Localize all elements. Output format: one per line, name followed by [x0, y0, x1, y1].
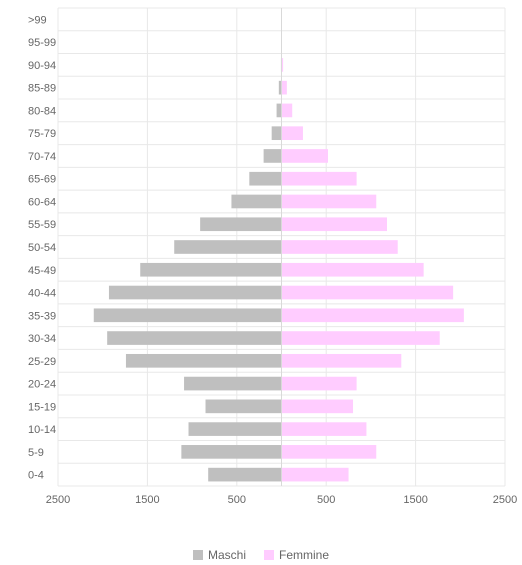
bar-femmine-0-4 — [281, 467, 349, 482]
y-tick-label: 20-24 — [28, 379, 56, 391]
bar-femmine-40-44 — [281, 285, 454, 300]
bar-maschi-15-19 — [205, 399, 282, 414]
bar-femmine-30-34 — [281, 331, 440, 345]
bar-maschi-60-64 — [231, 194, 282, 209]
bar-maschi-55-59 — [200, 217, 282, 232]
bar-maschi-50-54 — [174, 240, 282, 254]
y-tick-label: 80-84 — [28, 105, 56, 117]
x-tick-label: 1500 — [135, 494, 159, 506]
y-tick-label: 95-99 — [28, 37, 56, 49]
bar-maschi-20-24 — [184, 376, 282, 391]
bar-maschi-85-89 — [278, 80, 282, 95]
bar-femmine-35-39 — [281, 308, 464, 323]
y-tick-label: 70-74 — [28, 151, 56, 163]
y-tick-label: 15-19 — [28, 401, 56, 413]
y-tick-label: 35-39 — [28, 310, 56, 322]
bar-maschi-0-4 — [208, 467, 282, 482]
bar-femmine-55-59 — [281, 217, 387, 232]
y-tick-label: 30-34 — [28, 333, 56, 345]
y-tick-label: >99 — [28, 14, 47, 26]
bar-femmine-90-94 — [281, 58, 284, 72]
y-tick-label: 50-54 — [28, 242, 56, 254]
bar-femmine-15-19 — [281, 399, 354, 414]
chart-svg: 0-4 5-9 10-14 15-19 20-24 25-29 30-34 35-39 40-4… — [28, 7, 517, 506]
bar-femmine-50-54 — [281, 240, 398, 254]
bar-maschi-40-44 — [108, 285, 282, 300]
legend-item-femmine: Femmine — [264, 548, 329, 562]
legend-swatch-femmine — [264, 550, 274, 560]
y-tick-label: 0-4 — [28, 470, 44, 482]
bar-maschi-25-29 — [125, 353, 282, 368]
bar-femmine-20-24 — [281, 376, 357, 391]
y-tick-label: 45-49 — [28, 265, 56, 277]
y-labels-layer: 0-4 5-9 10-14 15-19 20-24 25-29 30-34 35-39 40-4… — [28, 14, 56, 481]
bar-maschi-70-74 — [263, 149, 282, 163]
legend-swatch-maschi — [192, 550, 203, 560]
bar-femmine-75-79 — [281, 126, 303, 141]
x-tick-label: 2500 — [46, 494, 70, 506]
x-tick-label: 500 — [317, 494, 335, 506]
bar-maschi-45-49 — [140, 262, 282, 277]
bar-femmine-60-64 — [281, 194, 377, 209]
bar-maschi-5-9 — [181, 445, 282, 459]
bar-maschi-65-69 — [249, 171, 282, 186]
y-tick-label: 10-14 — [28, 424, 56, 436]
bar-femmine-85-89 — [281, 80, 287, 95]
legend-label-femmine: Femmine — [279, 548, 330, 562]
x-labels-layer: 2500 1500 500 500 1500 2500 — [46, 494, 517, 506]
legend-label-maschi: Maschi — [207, 548, 246, 562]
y-tick-label: 5-9 — [28, 447, 44, 459]
x-tick-label: 1500 — [403, 494, 427, 506]
y-tick-label: 40-44 — [28, 288, 56, 300]
y-tick-label: 90-94 — [28, 60, 56, 72]
bar-maschi-80-84 — [276, 103, 282, 118]
legend: Maschi Femmine — [0, 545, 522, 565]
bar-femmine-45-49 — [281, 262, 424, 277]
y-tick-label: 55-59 — [28, 219, 56, 231]
bar-femmine-5-9 — [281, 445, 377, 459]
bar-maschi-75-79 — [271, 126, 282, 141]
bar-femmine-80-84 — [281, 103, 293, 118]
bar-maschi-10-14 — [188, 422, 282, 436]
x-tick-label: 500 — [228, 494, 246, 506]
bar-maschi-30-34 — [107, 331, 282, 345]
bar-maschi-35-39 — [93, 308, 282, 323]
bar-femmine-25-29 — [281, 353, 402, 368]
bar-femmine-10-14 — [281, 422, 367, 436]
bars-layer — [93, 8, 464, 486]
x-tick-label: 2500 — [493, 494, 517, 506]
y-tick-label: 75-79 — [28, 128, 56, 140]
legend-item-maschi: Maschi — [192, 548, 246, 562]
y-tick-label: 85-89 — [28, 83, 56, 95]
y-tick-label: 25-29 — [28, 356, 56, 368]
y-tick-label: 60-64 — [28, 196, 56, 208]
bar-femmine-65-69 — [281, 171, 357, 186]
y-tick-label: 65-69 — [28, 174, 56, 186]
bar-femmine-70-74 — [281, 149, 328, 163]
